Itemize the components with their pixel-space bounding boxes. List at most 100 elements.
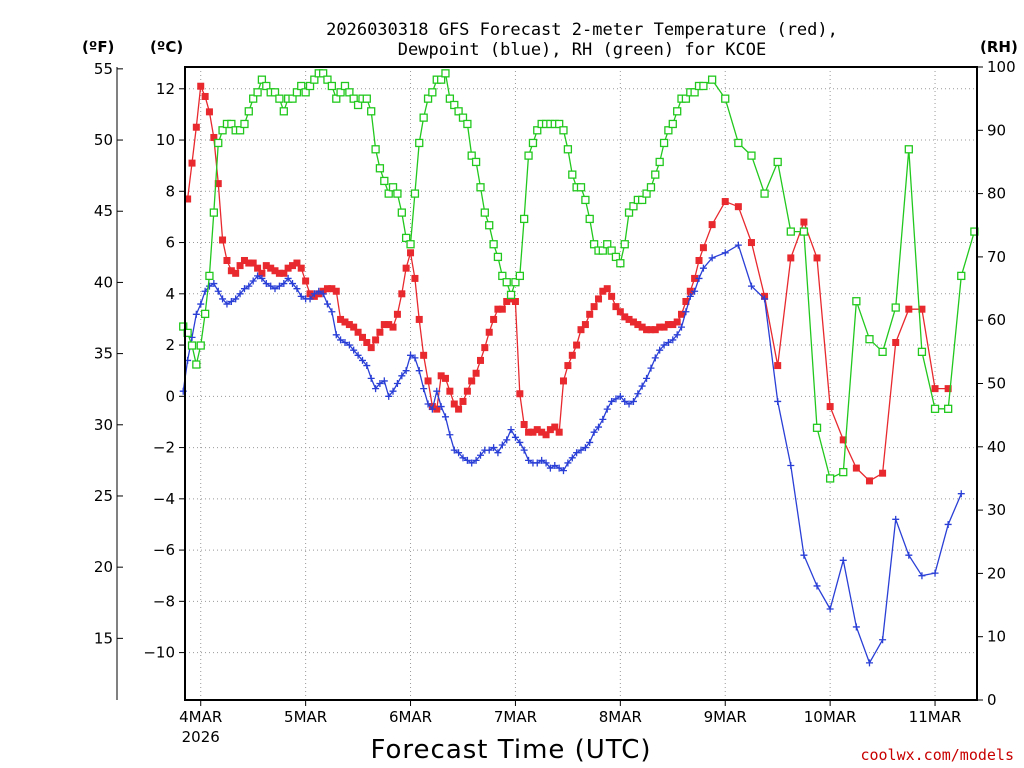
dewpoint-point (586, 438, 594, 446)
dewpoint-point (520, 446, 528, 454)
credit-link[interactable]: coolwx.com/models (860, 746, 1014, 764)
rh-point (747, 151, 756, 160)
rh-point (471, 157, 481, 167)
dewpoint-point (826, 605, 834, 613)
temperature-point (411, 274, 419, 282)
temperature-point (931, 385, 939, 393)
celsius-tick-label: −2 (153, 439, 175, 457)
rh-point (489, 240, 498, 249)
dewpoint-point (236, 290, 244, 298)
rh-point (423, 94, 433, 103)
dewpoint-point (643, 374, 651, 382)
dewpoint-point (232, 295, 240, 303)
celsius-tick-label: 4 (165, 285, 175, 303)
temperature-point (385, 321, 393, 329)
dewpoint-point (839, 556, 847, 564)
rh-point (690, 88, 699, 97)
dewpoint-point (372, 385, 380, 393)
temperature-point (490, 315, 498, 323)
temperature-point (813, 254, 821, 262)
rh-point (629, 202, 638, 211)
rh-point (760, 189, 769, 198)
rh-point (419, 113, 428, 122)
rh-point (651, 170, 660, 179)
dewpoint-point (358, 356, 366, 364)
dewpoint-point (603, 405, 611, 413)
temperature-point (608, 292, 616, 300)
rh-point (646, 183, 656, 192)
temperature-point (459, 397, 467, 405)
rh-point (240, 119, 249, 129)
dewpoint-point (450, 446, 458, 454)
rh-point (227, 119, 236, 129)
dewpoint-point (656, 346, 664, 354)
temperature-point (677, 310, 685, 318)
dewpoint-point (227, 297, 235, 305)
x-tick-label: 9MAR (704, 708, 747, 726)
dewpoint-point (306, 295, 314, 303)
temperature-point (345, 321, 353, 329)
rh-point (270, 88, 280, 97)
rh-point (485, 221, 494, 230)
dewpoint-point (420, 385, 428, 393)
rh-point (249, 94, 258, 103)
temperature-point (634, 321, 642, 329)
plot-frame (184, 66, 978, 701)
temperature-point (529, 428, 537, 436)
celsius-tick-label: 6 (165, 234, 175, 252)
temperature-point (468, 377, 476, 385)
dewpoint-point (682, 308, 690, 316)
rh-point (681, 94, 691, 103)
dewpoint-point (407, 351, 415, 359)
temperature-point (262, 262, 270, 270)
dewpoint-point (511, 433, 519, 441)
temperature-point (734, 203, 742, 211)
temperature-point (223, 256, 231, 264)
dewpoint-point (516, 438, 524, 446)
rh-point (327, 81, 337, 91)
temperature-point (503, 297, 511, 305)
rh-tick-label: 10 (987, 628, 1006, 646)
chart-title-line-1: 2026030318 GFS Forecast 2-meter Temperat… (326, 20, 838, 40)
rh-point (659, 138, 669, 148)
temperature-point (564, 362, 572, 370)
temperature-point (774, 362, 782, 370)
dewpoint-point (446, 431, 454, 439)
temperature-point (254, 264, 262, 272)
temperature-point (721, 198, 729, 206)
dewpoint-point (599, 415, 607, 423)
rh-point (555, 119, 564, 129)
rh-point (930, 404, 940, 413)
temperature-point (306, 290, 314, 298)
temperature-point (542, 431, 550, 439)
temperature-point (559, 377, 567, 385)
dewpoint-point (761, 295, 769, 303)
rh-point (467, 151, 476, 160)
rh-point (917, 347, 927, 357)
dewpoint-point (957, 490, 965, 498)
dewpoint-point (310, 290, 318, 298)
temperature-point (197, 82, 205, 90)
rh-point (253, 88, 262, 97)
celsius-tick-label: 12 (156, 80, 175, 98)
temperature-point (647, 326, 655, 334)
dewpoint-point (240, 285, 248, 293)
temperature-point (463, 387, 471, 395)
temperature-point (555, 428, 563, 436)
rh-point (401, 233, 411, 243)
rh-point (620, 240, 629, 249)
rh-tick-label: 90 (987, 121, 1006, 139)
rh-point (371, 145, 380, 154)
rh-point (205, 271, 214, 281)
rh-point (441, 69, 450, 78)
temperature-point (424, 377, 432, 385)
temperature-point (297, 264, 305, 272)
temperature-point (643, 326, 651, 334)
temperature-point (210, 133, 218, 141)
celsius-tick-label: −8 (153, 592, 175, 610)
dewpoint-point (555, 464, 563, 472)
celsius-tick-label: −6 (153, 541, 175, 559)
rh-point (865, 335, 874, 344)
temperature-point (293, 259, 301, 267)
dewpoint-point (319, 290, 327, 298)
